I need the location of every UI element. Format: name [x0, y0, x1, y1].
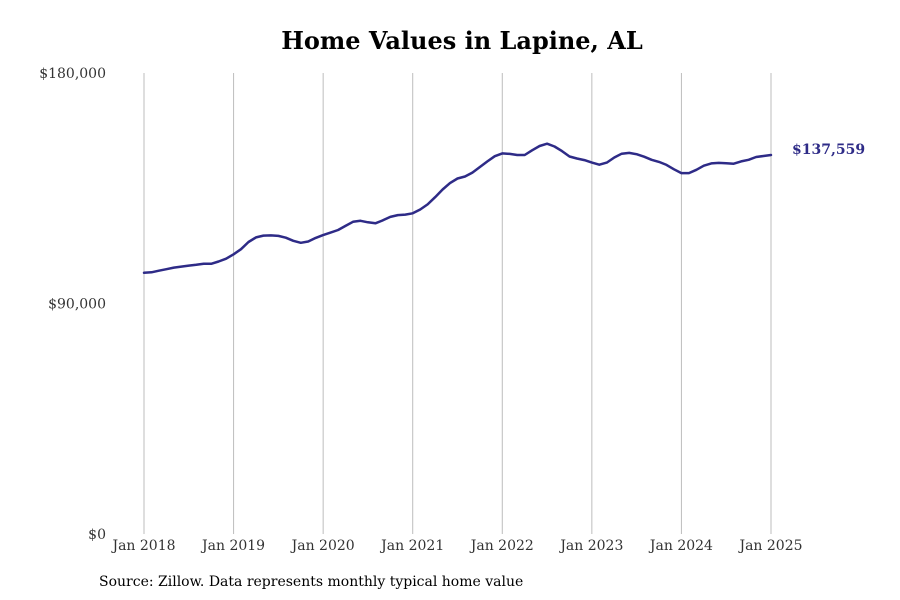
gridlines: [143, 73, 772, 534]
x-tick-label: Jan 2024: [648, 538, 713, 554]
y-tick-label: $90,000: [48, 297, 106, 313]
chart-title: Home Values in Lapine, AL: [281, 26, 643, 55]
end-value-label: $137,559: [792, 142, 865, 158]
series-line: [142, 142, 773, 275]
x-tick-label: Jan 2023: [558, 538, 623, 554]
x-tick-label: Jan 2018: [110, 538, 175, 554]
y-axis-tick-labels: $180,000 $90,000 $0: [39, 66, 106, 543]
y-tick-label: $0: [88, 527, 106, 543]
x-axis-tick-labels: Jan 2018 Jan 2019 Jan 2020 Jan 2021 Jan 2022…: [110, 538, 802, 554]
x-tick-label: Jan 2021: [379, 538, 444, 554]
x-tick-label: Jan 2022: [469, 538, 534, 554]
y-tick-label: $180,000: [39, 66, 106, 82]
series-layer: [142, 142, 773, 275]
x-tick-label: Jan 2020: [290, 538, 355, 554]
x-tick-label: Jan 2025: [737, 538, 802, 554]
source-note: Source: Zillow. Data represents monthly …: [99, 574, 524, 590]
x-tick-label: Jan 2019: [200, 538, 265, 554]
